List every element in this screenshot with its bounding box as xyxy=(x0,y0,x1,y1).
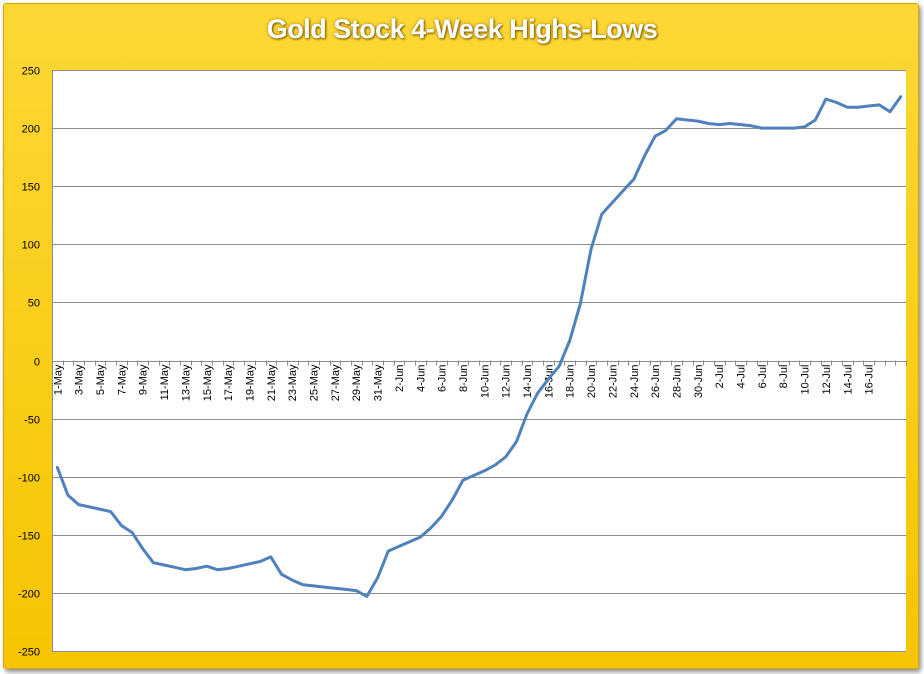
y-tick-label: 200 xyxy=(22,124,40,136)
x-tick-label: 2-Jul xyxy=(714,365,726,389)
y-tick-label: 0 xyxy=(34,357,40,369)
x-tick-label: 26-Jun xyxy=(650,365,662,399)
x-tick-label: 4-Jun xyxy=(415,365,427,393)
series-line xyxy=(55,95,903,598)
x-tick-label: 29-May xyxy=(351,364,363,401)
x-tick-label: 1-May xyxy=(52,364,64,395)
y-tick-label: 50 xyxy=(28,298,40,310)
x-tick-label: 3-May xyxy=(74,364,86,395)
x-tick-label: 10-Jul xyxy=(800,365,812,395)
x-tick-label: 14-Jul xyxy=(842,365,854,395)
x-tick-label: 6-Jul xyxy=(757,365,769,389)
x-tick-label: 18-Jun xyxy=(565,365,577,399)
y-tick-label: -150 xyxy=(18,531,40,543)
x-tick-label: 8-Jul xyxy=(778,365,790,389)
y-tick-label: 150 xyxy=(22,182,40,194)
x-tick-label: 16-Jul xyxy=(864,365,876,395)
x-tick-label: 4-Jul xyxy=(736,365,748,389)
x-tick-label: 8-Jun xyxy=(458,365,470,393)
y-tick-label: -250 xyxy=(18,647,40,659)
x-tick-label: 25-May xyxy=(309,364,321,401)
x-tick-label: 21-May xyxy=(266,364,278,401)
x-tick-label: 12-Jun xyxy=(501,365,513,399)
x-tick-label: 2-Jun xyxy=(394,365,406,393)
x-tick-label: 7-May xyxy=(116,364,128,395)
x-tick-label: 12-Jul xyxy=(821,365,833,395)
x-tick-label: 31-May xyxy=(373,364,385,401)
x-tick-label: 5-May xyxy=(95,364,107,395)
y-tick-label: -50 xyxy=(24,415,40,427)
x-tick-label: 10-Jun xyxy=(479,365,491,399)
x-tick-label: 14-Jun xyxy=(522,365,534,399)
x-tick-label: 30-Jun xyxy=(693,365,705,399)
x-tick-label: 19-May xyxy=(245,364,257,401)
x-tick-label: 24-Jun xyxy=(629,365,641,399)
x-tick-label: 13-May xyxy=(180,364,192,401)
x-tick-label: 6-Jun xyxy=(437,365,449,393)
x-tick-label: 22-Jun xyxy=(607,365,619,399)
x-tick-label: 9-May xyxy=(138,364,150,395)
x-tick-label: 17-May xyxy=(223,364,235,401)
x-tick-label: 23-May xyxy=(287,364,299,401)
x-tick-label: 27-May xyxy=(330,364,342,401)
x-tick-label: 15-May xyxy=(202,364,214,401)
x-tick-label: 20-Jun xyxy=(586,365,598,399)
y-tick-label: 250 xyxy=(22,66,40,78)
y-tick-label: -100 xyxy=(18,473,40,485)
y-tick-label: -200 xyxy=(18,589,40,601)
x-tick-label: 11-May xyxy=(159,364,171,400)
x-tick-label: 28-Jun xyxy=(672,365,684,399)
y-tick-label: 100 xyxy=(22,240,40,252)
chart-title: Gold Stock 4-Week Highs-Lows xyxy=(266,14,658,44)
